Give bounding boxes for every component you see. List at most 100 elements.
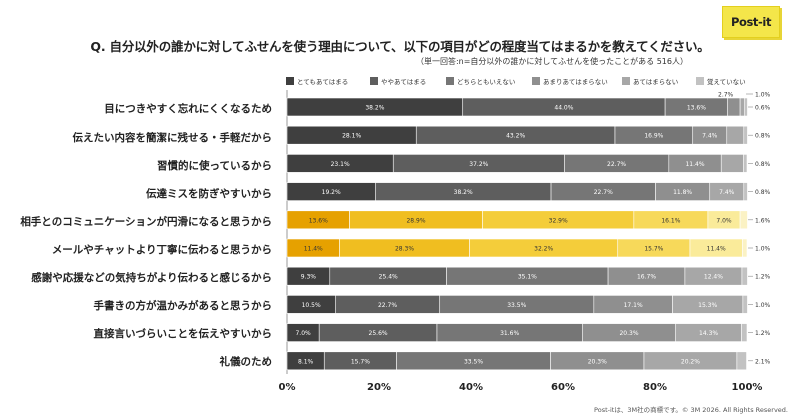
bar-data-label: 35.1% [518, 274, 537, 281]
bar-segment [726, 125, 745, 145]
right-data-label: 1.0% [755, 302, 771, 309]
bar-segment [743, 182, 748, 201]
row-label: 感謝や応援などの気持ちがより伝わると感じるから [31, 272, 272, 284]
bar-data-label: 11.4% [707, 246, 726, 253]
bar-data-label: 38.2% [454, 189, 473, 196]
bar-data-label: 22.7% [378, 302, 397, 309]
right-data-label: 1.2% [755, 274, 771, 281]
bar-data-label: 32.2% [534, 246, 553, 253]
legend-swatch [370, 77, 378, 85]
bar-data-label: 13.6% [309, 217, 328, 224]
right-data-label: 1.6% [755, 217, 771, 224]
copyright-footer: Post-itは、3M社の商標です。© 3M 2026. All Rights … [594, 406, 788, 414]
bar-data-label: 7.0% [295, 330, 311, 337]
row-label: 直接言いづらいことを伝えやすいから [93, 328, 273, 340]
bar-segment [743, 154, 748, 173]
legend-item: 覚えていない [696, 76, 746, 86]
bar-segment [743, 125, 748, 145]
bar-data-label: 20.3% [588, 358, 607, 365]
bar-segment [741, 266, 748, 286]
row-label: 目につきやすく忘れにくくなるため [104, 103, 272, 115]
right-data-label: 0.8% [755, 189, 771, 196]
bar-data-label: 32.9% [549, 217, 568, 224]
row-label: 伝達ミスを防ぎやすいから [146, 188, 272, 200]
bar-data-label: 33.5% [507, 302, 526, 309]
bar-segment [739, 97, 745, 117]
x-tick-label: 80% [643, 382, 667, 393]
right-data-label: 0.8% [755, 161, 771, 168]
bar-data-label: 19.2% [322, 189, 341, 196]
x-tick-label: 60% [551, 382, 575, 393]
legend-label: ややあてはまる [381, 78, 427, 86]
bar-data-label: 11.4% [685, 161, 704, 168]
row-label: メールやチャットより丁寧に伝わると思うから [51, 244, 272, 256]
top-data-label: 1.0% [755, 92, 771, 99]
bar-segment [744, 97, 748, 117]
legend-label: どちらともいえない [457, 78, 516, 86]
bar-data-label: 25.4% [379, 274, 398, 281]
bar-data-label: 12.4% [704, 274, 723, 281]
bar-data-label: 17.1% [624, 302, 643, 309]
legend-label: あてはまらない [633, 78, 679, 86]
chart-title: Q. 自分以外の誰かに対してふせんを使う理由について、以下の項目がどの程度当ては… [90, 39, 710, 54]
bar-data-label: 8.1% [298, 358, 314, 365]
right-data-label: 1.0% [755, 246, 771, 253]
legend-label: 覚えていない [707, 78, 746, 86]
row-label: 礼儀のため [219, 356, 273, 368]
right-data-label: 1.2% [755, 330, 771, 337]
legend-swatch [286, 77, 294, 85]
bar-data-label: 23.1% [331, 161, 350, 168]
bar-data-label: 15.7% [644, 246, 663, 253]
bar-data-label: 20.3% [619, 330, 638, 337]
bar-segment [720, 154, 744, 173]
bar-data-label: 28.3% [395, 246, 414, 253]
bar-data-label: 38.2% [365, 105, 384, 112]
right-data-label: 0.8% [755, 133, 771, 140]
bar-data-label: 15.7% [351, 358, 370, 365]
row-label: 伝えたい内容を簡潔に残せる・手軽だから [72, 132, 273, 144]
legend-label: とてもあてはまる [297, 78, 349, 86]
legend-item: あまりあてはまらない [532, 76, 608, 86]
legend-swatch [622, 77, 630, 85]
legend-swatch [446, 77, 454, 85]
bar-data-label: 16.1% [661, 217, 680, 224]
bar-data-label: 43.2% [506, 133, 525, 140]
legend-item: どちらともいえない [446, 76, 515, 86]
bar-data-label: 11.4% [304, 246, 323, 253]
bar-segment [741, 323, 748, 342]
bar-data-label: 44.0% [554, 105, 573, 112]
bar-segment [739, 210, 748, 230]
bar-data-label: 22.7% [607, 161, 626, 168]
legend: とてもあてはまる ややあてはまる どちらともいえない あまりあてはまらない あて… [286, 74, 786, 88]
x-tick-label: 40% [459, 382, 483, 393]
bar-data-label: 31.6% [500, 330, 519, 337]
x-tick-label: 20% [367, 382, 391, 393]
bar-segment [742, 238, 748, 258]
x-tick-label: 100% [732, 382, 763, 393]
bar-segment [736, 351, 747, 371]
legend-item: あてはまらない [622, 76, 678, 86]
post-it-logo: Post-it [722, 6, 780, 38]
bar-data-label: 22.7% [594, 189, 613, 196]
top-data-label: 2.7% [718, 92, 734, 99]
legend-swatch [696, 77, 704, 85]
bar-data-label: 16.9% [644, 133, 663, 140]
bar-segment [742, 295, 748, 314]
bar-data-label: 9.3% [301, 274, 317, 281]
row-label: 手書きの方が温かみがあると思うから [93, 300, 273, 312]
bar-data-label: 25.6% [369, 330, 388, 337]
bar-data-label: 16.7% [637, 274, 656, 281]
legend-item: とてもあてはまる [286, 76, 348, 86]
bar-segment [727, 97, 741, 117]
bar-data-label: 15.3% [698, 302, 717, 309]
chart-subtitle: （単一回答:n=自分以外の誰かに対してふせんを使ったことがある 516人） [415, 57, 688, 66]
bar-data-label: 28.1% [342, 133, 361, 140]
bar-data-label: 7.4% [719, 189, 735, 196]
legend-label: あまりあてはまらない [543, 78, 608, 86]
bar-data-label: 14.3% [699, 330, 718, 337]
row-label: 相手とのコミュニケーションが円滑になると思うから [20, 216, 272, 228]
bar-data-label: 11.8% [673, 189, 692, 196]
bar-data-label: 13.6% [687, 105, 706, 112]
x-tick-label: 0% [279, 382, 296, 393]
